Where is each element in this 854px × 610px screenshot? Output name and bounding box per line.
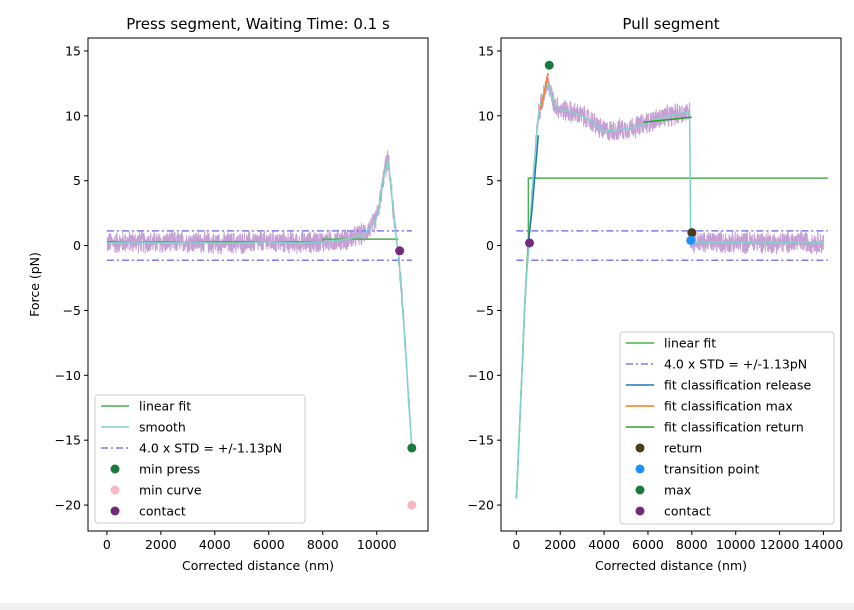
legend-box — [619, 331, 835, 525]
legend-label-linear-fit: linear fit — [664, 336, 716, 351]
y-tick-label: 0 — [486, 238, 494, 253]
x-axis-label: Corrected distance (nm) — [182, 558, 334, 573]
series-linear-fit-line — [106, 238, 399, 243]
x-tick-label: 2000 — [544, 537, 576, 552]
x-tick-label: 10000 — [357, 537, 397, 552]
legend-label-4-0-x-std-1-13pn: 4.0 x STD = +/-1.13pN — [139, 441, 282, 456]
legend-swatch-return — [635, 443, 645, 453]
chart-title: Pull segment — [622, 15, 719, 33]
marker-min-press — [407, 443, 417, 453]
legend-label-fit-classification-release: fit classification release — [664, 378, 811, 393]
legend-label-fit-classification-return: fit classification return — [664, 420, 804, 435]
y-tick-label: 15 — [65, 43, 81, 58]
chart-title: Press segment, Waiting Time: 0.1 s — [126, 15, 390, 33]
legend-swatch-contact — [110, 506, 120, 516]
series-smooth-line — [106, 158, 413, 447]
y-tick-label: −10 — [468, 368, 494, 383]
y-tick-label: 0 — [73, 238, 81, 253]
plot-area — [106, 150, 413, 447]
legend-swatch-max — [635, 485, 645, 495]
x-tick-label: 8000 — [307, 537, 339, 552]
x-tick-label: 4000 — [588, 537, 620, 552]
y-tick-label: 10 — [65, 108, 81, 123]
y-tick-label: −20 — [468, 498, 494, 513]
y-tick-label: −5 — [63, 303, 81, 318]
x-tick-label: 14000 — [804, 537, 844, 552]
legend: linear fit smooth 4.0 x STD = +/-1.13pN min… — [94, 394, 306, 524]
chart-panel-2: 0 2000 4000 6000 8000 10000 12000 14000 −20 −15 −1… — [468, 15, 844, 573]
marker-transition-point — [686, 235, 696, 245]
x-tick-label: 4000 — [199, 537, 231, 552]
legend-label-max: max — [664, 483, 691, 498]
legend: linear fit 4.0 x STD = +/-1.13pN fit class… — [619, 331, 835, 525]
x-tick-label: 6000 — [253, 537, 285, 552]
marker-contact — [395, 246, 405, 256]
axes-frame — [87, 37, 429, 532]
y-tick-label: −15 — [468, 433, 494, 448]
plot-area — [515, 72, 828, 499]
legend-label-fit-classification-max: fit classification max — [664, 399, 793, 414]
legend-label-min-press: min press — [139, 462, 200, 477]
marker-max — [544, 60, 554, 70]
raw-signal-line — [106, 150, 413, 444]
series-fit-classification-max-line — [539, 72, 549, 110]
y-tick-label: −5 — [476, 303, 494, 318]
legend-label-return: return — [664, 441, 702, 456]
marker-contact — [525, 238, 535, 248]
legend-label-smooth: smooth — [139, 420, 186, 435]
y-tick-label: −10 — [55, 368, 81, 383]
y-tick-label: 5 — [486, 173, 494, 188]
legend-label-contact: contact — [664, 504, 711, 519]
x-axis-label: Corrected distance (nm) — [595, 558, 747, 573]
chart-panel-1: 0 2000 4000 6000 8000 10000 −20 −15 −10 −5 0 5 10 15 P… — [27, 15, 429, 573]
legend-label-contact: contact — [139, 504, 186, 519]
marker-min-curve — [407, 500, 417, 510]
marker-return — [687, 228, 697, 238]
series-smooth-line — [515, 81, 824, 499]
x-tick-label: 2000 — [145, 537, 177, 552]
x-tick-label: 0 — [512, 537, 520, 552]
x-tick-label: 12000 — [760, 537, 800, 552]
x-tick-label: 10000 — [716, 537, 756, 552]
legend-swatch-contact — [635, 506, 645, 516]
x-tick-label: 6000 — [632, 537, 664, 552]
y-tick-label: 10 — [478, 108, 494, 123]
legend-swatch-min-curve — [110, 485, 120, 495]
series-fit-classification-return-line — [643, 116, 692, 124]
y-tick-label: 5 — [73, 173, 81, 188]
y-tick-label: −15 — [55, 433, 81, 448]
y-tick-label: 15 — [478, 43, 494, 58]
legend-swatch-transition-point — [635, 464, 645, 474]
axes-frame — [500, 37, 842, 532]
legend-label-4-0-x-std-1-13pn: 4.0 x STD = +/-1.13pN — [664, 357, 807, 372]
window-bottom-strip — [0, 603, 854, 610]
legend-label-transition-point: transition point — [664, 462, 760, 477]
legend-box — [94, 394, 306, 524]
legend-label-min-curve: min curve — [139, 483, 202, 498]
y-axis-label: Force (pN) — [27, 252, 42, 317]
legend-label-linear-fit: linear fit — [139, 399, 191, 414]
x-tick-label: 0 — [103, 537, 111, 552]
series-fit-classification-release-line — [527, 135, 540, 242]
y-tick-label: −20 — [55, 498, 81, 513]
legend-swatch-min-press — [110, 464, 120, 474]
x-tick-label: 8000 — [676, 537, 708, 552]
